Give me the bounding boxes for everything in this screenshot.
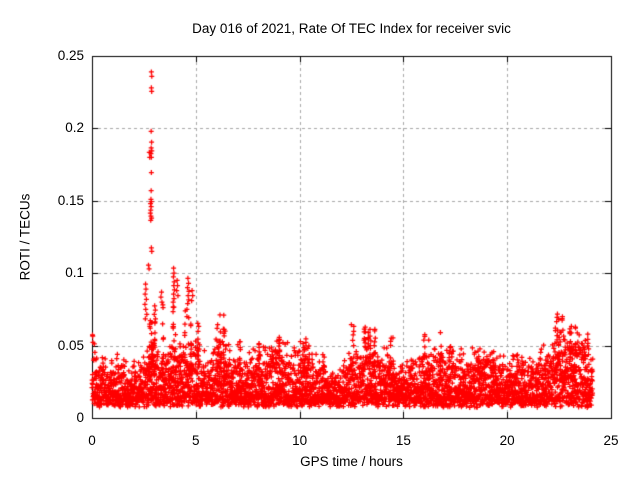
y-tick-label: 0.1 [65, 265, 84, 281]
y-tick-label: 0.2 [65, 120, 84, 136]
x-tick-label: 10 [292, 433, 308, 448]
x-tick-label: 20 [499, 433, 515, 448]
x-tick-label: 0 [88, 433, 96, 448]
x-axis-label: GPS time / hours [300, 454, 403, 469]
chart-title: Day 016 of 2021, Rate Of TEC Index for r… [192, 21, 511, 36]
x-tick-label: 15 [395, 433, 411, 448]
y-tick-label: 0 [76, 410, 84, 425]
x-tick-label: 5 [192, 433, 200, 448]
y-tick-label: 0.15 [57, 192, 84, 208]
y-tick-label: 0.05 [57, 337, 84, 353]
y-tick-label: 0.25 [57, 48, 84, 63]
x-tick-label: 25 [603, 433, 619, 448]
